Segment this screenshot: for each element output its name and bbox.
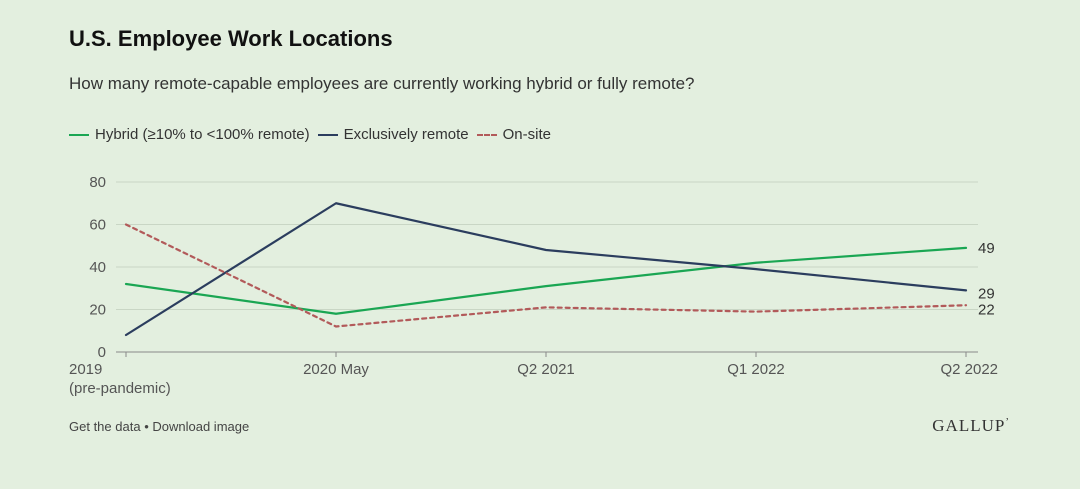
brand-mark: ’ — [1005, 416, 1010, 428]
chart-subtitle: How many remote-capable employees are cu… — [69, 74, 695, 93]
x-tick-sublabel: (pre-pandemic) — [69, 380, 171, 397]
footer-links: Get the data • Download image — [69, 419, 249, 434]
brand-logo: GALLUP’ — [932, 416, 1010, 436]
brand-name: GALLUP — [932, 416, 1006, 435]
footer-separator: • — [144, 419, 149, 434]
series-end-label: 22 — [978, 301, 995, 318]
get-data-link[interactable]: Get the data — [69, 419, 141, 434]
legend-item-hybrid: Hybrid (≥10% to <100% remote) — [69, 126, 310, 143]
y-tick-label: 20 — [89, 302, 106, 319]
legend-label-remote: Exclusively remote — [343, 126, 469, 143]
x-tick-label: Q2 2021 — [517, 361, 575, 378]
x-tick-label: 2019 — [69, 361, 102, 378]
series-line-1 — [124, 202, 968, 337]
x-tick-label: 2020 May — [303, 361, 369, 378]
y-tick-label: 0 — [98, 344, 106, 361]
chart-legend: Hybrid (≥10% to <100% remote) Exclusivel… — [69, 126, 559, 143]
series-end-label: 29 — [978, 285, 995, 302]
legend-swatch-remote — [317, 133, 338, 136]
download-image-link[interactable]: Download image — [152, 419, 250, 434]
legend-swatch-onsite — [476, 133, 497, 136]
legend-label-onsite: On-site — [502, 126, 551, 143]
series-line-2 — [124, 223, 968, 328]
x-tick-label: Q1 2022 — [727, 361, 785, 378]
legend-label-hybrid: Hybrid (≥10% to <100% remote) — [95, 126, 310, 143]
x-tick-label: Q2 2022 — [940, 361, 998, 378]
legend-item-remote: Exclusively remote — [317, 126, 469, 143]
chart-title: U.S. Employee Work Locations — [69, 26, 393, 51]
y-tick-label: 80 — [89, 174, 106, 191]
series-end-label: 49 — [978, 240, 995, 257]
legend-item-onsite: On-site — [476, 126, 551, 143]
y-tick-label: 60 — [89, 217, 106, 234]
series-line-0 — [124, 246, 968, 315]
y-tick-label: 40 — [89, 259, 106, 276]
legend-swatch-hybrid — [69, 133, 89, 136]
